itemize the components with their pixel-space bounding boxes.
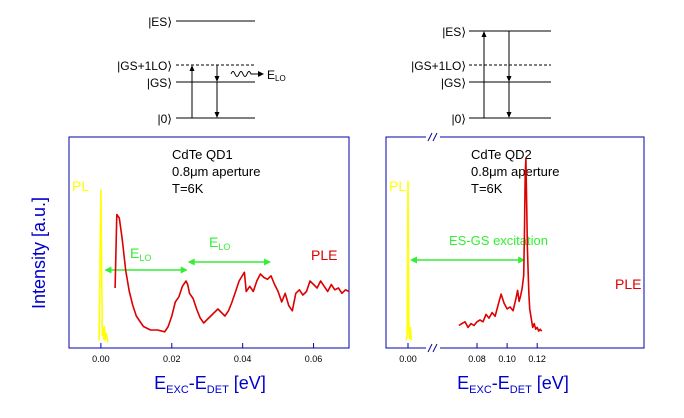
x-tick-label: 0.10 [498, 354, 516, 364]
x-tick-label: 0.06 [305, 354, 323, 364]
x-axis-ticks: 0.00 0.02 0.04 0.06 [92, 343, 322, 364]
plot-frame [385, 136, 645, 349]
series-line-pl [98, 189, 109, 343]
arrowhead-up-icon [189, 65, 195, 71]
y-axis-label: Intensity [a.u.] [29, 197, 49, 309]
phonon-energy-label: ELO [267, 68, 286, 83]
level-diagram-2: |ES⟩ |GS+1LO⟩ |GS⟩ |0⟩ [411, 25, 551, 126]
x-axis-label-1: EEXC-EDET [eV] [154, 373, 266, 396]
arrowhead-left-icon [104, 266, 112, 274]
temperature-label: T=6K [172, 181, 204, 196]
level-label-es: |ES⟩ [148, 15, 172, 29]
series-label-pl: PL [389, 178, 406, 194]
level-label-zero: |0⟩ [158, 112, 172, 126]
x-axis-label-2: EEXC-EDET [eV] [457, 373, 569, 396]
series-label-ple: PLE [615, 276, 641, 292]
plot-frame [68, 136, 350, 349]
annotation-label-elo-2: ELO [209, 234, 230, 252]
series-label-ple: PLE [311, 247, 337, 263]
sample-name: CdTe QD2 [471, 147, 532, 162]
level-label-gs-1lo: |GS+1LO⟩ [117, 59, 172, 73]
data-series [405, 158, 543, 341]
x-tick-label: 0.00 [92, 354, 110, 364]
x-tick-label: 0.08 [468, 354, 486, 364]
arrowhead-left-icon [187, 258, 195, 266]
annotation-arrows [104, 258, 272, 274]
level-label-es: |ES⟩ [442, 25, 466, 39]
arrowhead-up-icon [481, 31, 487, 37]
arrowhead-right-icon [258, 71, 264, 77]
aperture-label: 0.8μm aperture [172, 164, 260, 179]
level-label-gs-1lo: |GS+1LO⟩ [411, 59, 466, 73]
x-tick-label: 0.04 [234, 354, 252, 364]
axis-break-mark [432, 132, 438, 142]
level-label-gs: |GS⟩ [147, 76, 172, 90]
sample-name: CdTe QD1 [172, 147, 233, 162]
arrowhead-down-icon [214, 76, 220, 82]
axis-break-mark [432, 343, 438, 353]
aperture-label: 0.8μm aperture [471, 164, 559, 179]
level-label-gs: |GS⟩ [441, 76, 466, 90]
axis-break-mask [426, 343, 440, 355]
annotation-label-elo-1: ELO [130, 245, 151, 263]
x-axis-ticks: 0.00 0.08 0.10 0.12 [399, 343, 546, 364]
annotation-label-es-gs: ES-GS excitation [449, 233, 548, 248]
x-tick-label: 0.12 [528, 354, 546, 364]
arrowhead-down-icon [506, 76, 512, 82]
annotation-arrows [410, 256, 526, 264]
temperature-label: T=6K [471, 181, 503, 196]
arrowhead-down-icon [506, 112, 512, 118]
data-series [98, 189, 350, 343]
axis-break-mark [427, 343, 433, 353]
series-label-pl: PL [72, 178, 89, 194]
x-tick-label: 0.02 [163, 354, 181, 364]
arrowhead-left-icon [410, 256, 417, 264]
arrowhead-right-icon [180, 266, 188, 274]
arrowhead-right-icon [518, 256, 526, 264]
level-label-zero: |0⟩ [452, 112, 466, 126]
series-line-pl [405, 180, 412, 341]
x-tick-label: 0.00 [399, 354, 417, 364]
series-line-ple [458, 158, 543, 332]
chart-panel-qd2: CdTe QD2 0.8μm aperture T=6K PL PLE ES-G… [385, 130, 645, 364]
series-line-ple [114, 213, 350, 333]
arrowhead-right-icon [264, 258, 272, 266]
arrowhead-down-icon [214, 112, 220, 118]
level-diagram-1: |ES⟩ |GS+1LO⟩ |GS⟩ |0⟩ ELO [117, 15, 286, 126]
chart-panel-qd1: CdTe QD1 0.8μm aperture T=6K PL PLE ELO … [68, 136, 350, 364]
phonon-wave-icon [230, 71, 260, 77]
axis-break-mark [427, 132, 433, 142]
